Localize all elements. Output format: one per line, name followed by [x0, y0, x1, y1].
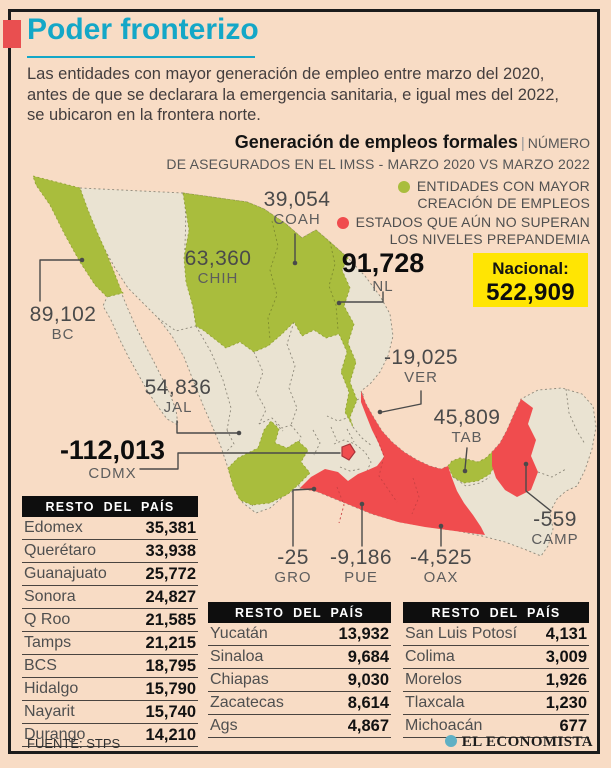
table-row: Zacatecas 8,614 [208, 692, 391, 715]
map-label-chih: 63,360 CHIH [184, 247, 252, 288]
title-separator: | [520, 135, 525, 152]
legend-text: LOS NIVELES PREPANDEMIA [389, 230, 590, 247]
table-row: Yucatán 13,932 [208, 623, 391, 646]
map-label-oax: -4,525 OAX [410, 546, 472, 587]
border-frame [8, 9, 600, 754]
intro-line: Las entidades con mayor generación de em… [27, 65, 545, 83]
table-row: Querétaro 33,938 [22, 540, 198, 563]
map-label-camp: -559 CAMP [531, 508, 579, 549]
map-label-coah: 39,054 COAH [263, 188, 331, 229]
table-row: Q Roo 21,585 [22, 609, 198, 632]
national-value: 522,909 [486, 279, 575, 306]
green-states [32, 175, 497, 506]
table-row: Ags 4,867 [208, 715, 391, 738]
chart-title-suffix: NÚMERO [527, 135, 590, 151]
table-row: Chiapas 9,030 [208, 669, 391, 692]
national-total-box: Nacional: 522,909 [473, 253, 588, 307]
source-note: FUENTE: STPS [27, 736, 121, 751]
legend-text: ENTIDADES CON MAYOR [416, 178, 590, 194]
page-title: Poder fronterizo [27, 13, 259, 46]
map-label-pue: -9,186 PUE [330, 546, 392, 587]
state-jal [227, 420, 311, 506]
table-row: Hidalgo 15,790 [22, 678, 198, 701]
table-row: Durango 14,210 [22, 724, 198, 747]
intro-line: antes de que se declarara la emergencia … [27, 85, 559, 104]
chart-title-block: Generación de empleos formales | NÚMERO DE… [160, 132, 590, 172]
table-header: RESTO DEL PAÍS [208, 602, 391, 623]
intro-line: se ubicaron en la frontera norte. [27, 106, 261, 124]
label-pointer-lines [39, 233, 552, 547]
map-label-nl: 91,728 NL [341, 248, 425, 295]
red-state-dividers [336, 435, 420, 524]
pointer-end-dots [79, 257, 529, 529]
rest-table-1: RESTO DEL PAÍS Edomex 35,381 Querétaro 33,… [22, 496, 198, 747]
state-cdmx [341, 443, 356, 461]
state-chih-coah-nl [182, 192, 358, 428]
table-row: Edomex 35,381 [22, 517, 198, 540]
table-row: Guanajuato 25,772 [22, 563, 198, 586]
table-row: BCS 18,795 [22, 655, 198, 678]
accent-red-square [3, 20, 21, 48]
legend-text: ESTADOS QUE AÚN NO SUPERAN [355, 214, 590, 230]
table-header: RESTO DEL PAÍS [403, 602, 589, 623]
national-label: Nacional: [492, 259, 569, 278]
map-label-ver: -19,025 VER [383, 346, 459, 387]
chart-title-line: Generación de empleos formales | NÚMERO [160, 132, 590, 153]
table-row: Michoacán 677 [403, 715, 589, 738]
legend-entry-red: ESTADOS QUE AÚN NO SUPERAN LOS NIVELES P… [336, 214, 590, 247]
table-row: Morelos 1,926 [403, 669, 589, 692]
brand-logo: EL ECONOMISTA [444, 734, 593, 751]
map-label-cdmx: -112,013 CDMX [59, 435, 166, 482]
rest-table-3: RESTO DEL PAÍS San Luis Potosí 4,131 Coli… [403, 602, 589, 738]
map-label-tab: 45,809 TAB [433, 406, 501, 447]
legend-entry-green: ENTIDADES CON MAYOR CREACIÓN DE EMPLEOS [397, 178, 590, 211]
chart-title: Generación de empleos formales [234, 132, 518, 152]
chart-subtitle: DE ASEGURADOS EN EL IMSS - MARZO 2020 VS… [166, 156, 590, 172]
green-legend-dot-icon [397, 180, 410, 193]
map-label-bc: 89,102 BC [29, 303, 97, 344]
table-header: RESTO DEL PAÍS [22, 496, 198, 517]
legend-text: CREACIÓN DE EMPLEOS [417, 194, 590, 211]
rest-table-2: RESTO DEL PAÍS Yucatán 13,932 Sinaloa 9,68… [208, 602, 391, 738]
bcs-shape [102, 291, 179, 426]
table-row: Tamps 21,215 [22, 632, 198, 655]
red-legend-dot-icon [336, 216, 349, 229]
map-label-gro: -25 GRO [274, 546, 312, 587]
map-label-jal: 54,836 JAL [144, 376, 212, 417]
table-row: San Luis Potosí 4,131 [403, 623, 589, 646]
table-row: Tlaxcala 1,230 [403, 692, 589, 715]
table-row: Sinaloa 9,684 [208, 646, 391, 669]
state-bc [32, 175, 124, 298]
table-row: Colima 3,009 [403, 646, 589, 669]
intro-paragraph: Las entidades con mayor generación de em… [27, 64, 587, 126]
brand-name: EL ECONOMISTA [461, 734, 593, 750]
green-state-dividers [267, 220, 339, 341]
state-south-red-block [300, 391, 485, 535]
table-row: Sonora 24,827 [22, 586, 198, 609]
table-row: Nayarit 15,740 [22, 701, 198, 724]
title-underline [27, 56, 255, 58]
brand-logo-icon [444, 735, 457, 747]
